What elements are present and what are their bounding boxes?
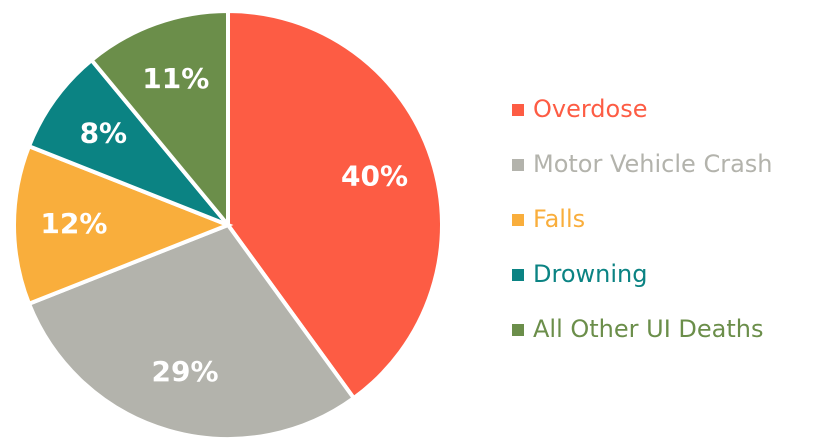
pie-slice	[226, 8, 444, 401]
value-label: 29%	[151, 355, 218, 388]
legend-label: Motor Vehicle Crash	[533, 150, 772, 178]
legend-label: Overdose	[533, 95, 648, 123]
pie-slice	[12, 143, 234, 307]
legend-swatch	[512, 104, 524, 116]
value-label: 11%	[142, 62, 209, 95]
legend-swatch	[512, 324, 524, 336]
value-label: 8%	[80, 116, 128, 149]
pie-slice	[26, 222, 357, 439]
legend-label: Drowning	[533, 260, 647, 288]
legend-label: Falls	[533, 205, 585, 233]
legend-label: All Other UI Deaths	[533, 315, 764, 343]
value-label: 12%	[40, 207, 107, 240]
value-label: 40%	[341, 159, 408, 192]
legend-swatch	[512, 214, 524, 226]
legend-swatch	[512, 159, 524, 171]
pie-slice	[88, 8, 230, 231]
pie-slice	[26, 57, 230, 227]
legend-swatch	[512, 269, 524, 281]
